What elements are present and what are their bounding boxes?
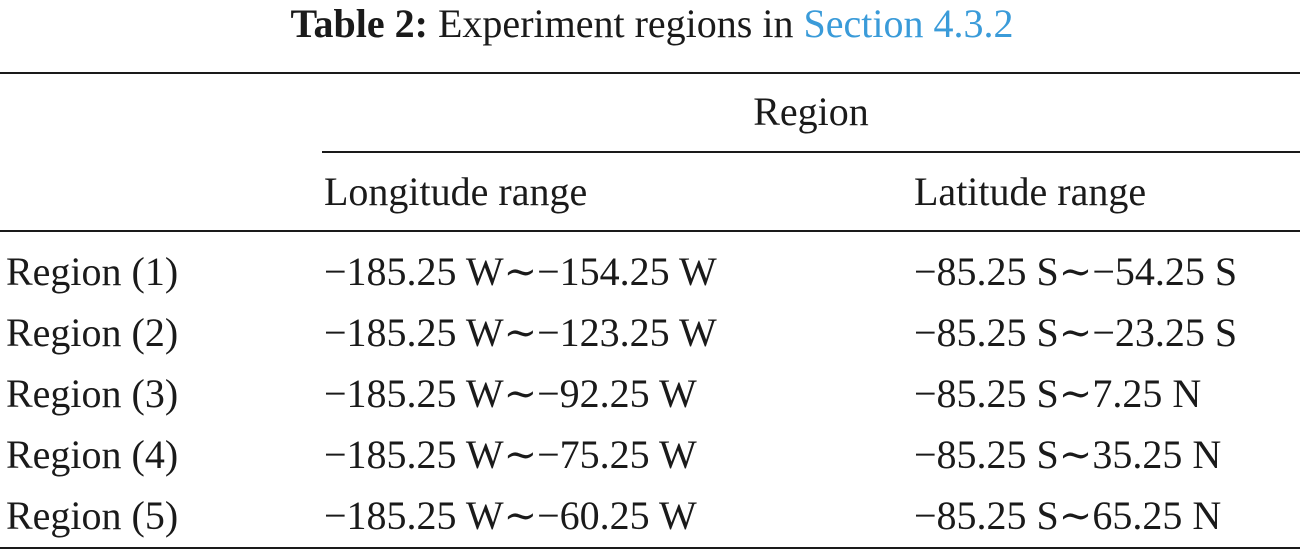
section-link[interactable]: Section 4.3.2	[803, 1, 1014, 46]
table-caption-text: Experiment regions in	[428, 1, 804, 46]
region-name-cell: Region (1)	[6, 249, 179, 294]
longitude-cell: −185.25 W∼−60.25 W	[324, 493, 697, 538]
longitude-cell: −185.25 W∼−123.25 W	[324, 310, 717, 355]
header-bottom-rule	[0, 230, 1300, 232]
latitude-cell: −85.25 S∼35.25 N	[914, 432, 1222, 477]
table-caption-label: Table 2:	[290, 1, 428, 46]
longitude-cell: −185.25 W∼−75.25 W	[324, 432, 697, 477]
table-row: Region (2) −185.25 W∼−123.25 W −85.25 S∼…	[0, 309, 1304, 370]
longitude-cell: −185.25 W∼−92.25 W	[324, 371, 697, 416]
latitude-cell: −85.25 S∼−23.25 S	[914, 310, 1238, 355]
region-name-cell: Region (5)	[6, 493, 179, 538]
table-row: Region (5) −185.25 W∼−60.25 W −85.25 S∼6…	[0, 492, 1304, 553]
longitude-column-header: Longitude range	[324, 169, 588, 214]
table-row: Region (3) −185.25 W∼−92.25 W −85.25 S∼7…	[0, 370, 1304, 431]
latitude-cell: −85.25 S∼7.25 N	[914, 371, 1202, 416]
region-group-header: Region	[753, 89, 869, 134]
group-header-rule	[322, 151, 1300, 153]
region-name-cell: Region (4)	[6, 432, 179, 477]
region-name-cell: Region (2)	[6, 310, 179, 355]
table-bottom-rule	[0, 547, 1300, 549]
latitude-cell: −85.25 S∼−54.25 S	[914, 249, 1238, 294]
table-row: Region (1) −185.25 W∼−154.25 W −85.25 S∼…	[0, 248, 1304, 309]
table-top-rule	[0, 72, 1300, 74]
latitude-column-header: Latitude range	[914, 169, 1147, 214]
region-name-cell: Region (3)	[6, 371, 179, 416]
table-caption: Table 2: Experiment regions in Section 4…	[0, 0, 1304, 48]
table-row: Region (4) −185.25 W∼−75.25 W −85.25 S∼3…	[0, 431, 1304, 492]
longitude-cell: −185.25 W∼−154.25 W	[324, 249, 717, 294]
latitude-cell: −85.25 S∼65.25 N	[914, 493, 1222, 538]
